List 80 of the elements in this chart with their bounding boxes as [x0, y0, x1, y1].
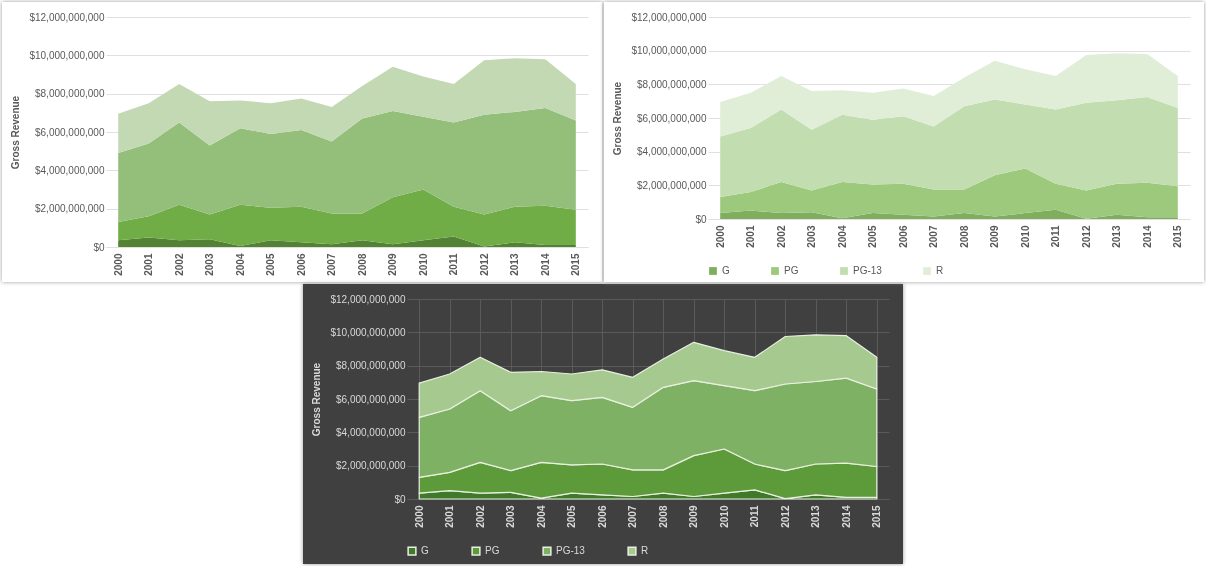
x-tick-label: 2002 [173, 253, 185, 276]
y-tick-label: $10,000,000,000 [330, 326, 406, 338]
x-tick-label: 2006 [295, 253, 307, 276]
x-tick-label: 2001 [143, 253, 155, 276]
legend-label: R [641, 545, 649, 557]
x-tick-label: 2011 [749, 505, 761, 528]
y-axis-title: Gross Revenue [612, 81, 624, 156]
y-tick-label: $6,000,000,000 [636, 112, 707, 124]
x-tick-label: 2005 [867, 225, 879, 248]
y-tick-label: $8,000,000,000 [636, 78, 707, 90]
y-tick-label: $12,000,000,000 [631, 11, 707, 23]
x-tick-label: 2011 [448, 253, 460, 276]
x-tick-label: 2007 [326, 253, 338, 276]
x-tick-label: 2015 [570, 253, 582, 276]
legend-label: PG [485, 545, 500, 557]
y-tick-label: $4,000,000,000 [636, 146, 707, 158]
x-tick-label: 2000 [413, 505, 425, 528]
y-tick-label: $12,000,000,000 [330, 293, 406, 305]
y-tick-label: $8,000,000,000 [335, 360, 406, 372]
x-tick-label: 2014 [1141, 225, 1153, 248]
x-tick-label: 2014 [539, 253, 551, 276]
x-tick-label: 2003 [505, 505, 517, 528]
x-tick-label: 2007 [928, 225, 940, 248]
y-tick-label: $6,000,000,000 [34, 126, 105, 138]
x-tick-label: 2012 [779, 505, 791, 528]
y-tick-label: $2,000,000,000 [636, 179, 707, 191]
x-tick-label: 2012 [478, 253, 490, 276]
legend-label: PG-13 [853, 265, 883, 276]
x-tick-label: 2003 [806, 225, 818, 248]
x-tick-label: 2006 [596, 505, 608, 528]
x-tick-label: 2004 [535, 505, 547, 528]
x-tick-label: 2002 [474, 505, 486, 528]
x-tick-label: 2011 [1050, 225, 1062, 248]
y-tick-label: $2,000,000,000 [34, 203, 105, 215]
x-tick-label: 2010 [718, 505, 730, 528]
x-tick-label: 2005 [265, 253, 277, 276]
x-tick-label: 2008 [356, 253, 368, 276]
x-tick-label: 2008 [958, 225, 970, 248]
y-tick-label: $8,000,000,000 [34, 88, 105, 100]
y-axis-title: Gross Revenue [311, 362, 323, 437]
x-tick-label: 2010 [417, 253, 429, 276]
y-tick-label: $2,000,000,000 [335, 460, 406, 472]
x-tick-label: 2015 [871, 505, 883, 528]
x-tick-label: 2003 [204, 253, 216, 276]
x-tick-label: 2009 [387, 253, 399, 276]
x-tick-label: 2010 [1019, 225, 1031, 248]
x-tick-label: 2001 [444, 505, 456, 528]
y-tick-label: $0 [695, 213, 707, 225]
x-tick-label: 2009 [989, 225, 1001, 248]
y-tick-label: $12,000,000,000 [29, 11, 105, 23]
x-tick-label: 2004 [836, 225, 848, 248]
y-tick-label: $0 [394, 493, 406, 505]
x-tick-label: 2001 [745, 225, 757, 248]
x-tick-label: 2000 [112, 253, 124, 276]
legend-label: PG-13 [556, 545, 586, 557]
x-tick-label: 2002 [775, 225, 787, 248]
x-tick-label: 2013 [509, 253, 521, 276]
legend-label: PG [784, 265, 799, 276]
y-tick-label: $10,000,000,000 [29, 49, 105, 61]
legend-label: G [722, 265, 730, 276]
x-tick-label: 2012 [1080, 225, 1092, 248]
y-axis-title: Gross Revenue [10, 95, 22, 170]
x-tick-label: 2007 [627, 505, 639, 528]
x-tick-label: 2005 [566, 505, 578, 528]
x-tick-label: 2009 [688, 505, 700, 528]
legend-label: R [936, 265, 944, 276]
legend-label: G [421, 545, 429, 557]
x-tick-label: 2014 [840, 505, 852, 528]
x-tick-label: 2004 [234, 253, 246, 276]
y-tick-label: $10,000,000,000 [631, 45, 707, 57]
y-tick-label: $4,000,000,000 [335, 426, 406, 438]
y-tick-label: $6,000,000,000 [335, 393, 406, 405]
x-tick-label: 2013 [810, 505, 822, 528]
x-tick-label: 2013 [1111, 225, 1123, 248]
y-tick-label: $0 [93, 241, 105, 253]
x-tick-label: 2006 [897, 225, 909, 248]
x-tick-label: 2008 [657, 505, 669, 528]
x-tick-label: 2000 [714, 225, 726, 248]
y-tick-label: $4,000,000,000 [34, 164, 105, 176]
x-tick-label: 2015 [1172, 225, 1184, 248]
